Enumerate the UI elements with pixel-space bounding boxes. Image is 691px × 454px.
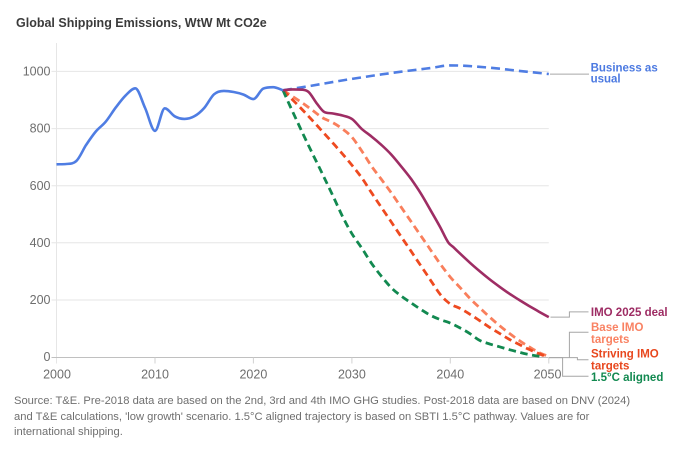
svg-text:Base IMO: Base IMO [591, 322, 643, 334]
svg-text:400: 400 [30, 236, 51, 250]
svg-text:usual: usual [591, 74, 621, 86]
svg-text:Business as: Business as [591, 63, 658, 75]
svg-text:IMO 2025 deal: IMO 2025 deal [591, 307, 668, 319]
svg-text:targets: targets [591, 361, 629, 373]
svg-text:2050: 2050 [534, 368, 562, 382]
svg-text:600: 600 [30, 179, 51, 193]
svg-text:2000: 2000 [43, 368, 71, 382]
svg-text:2040: 2040 [436, 368, 464, 382]
svg-text:200: 200 [30, 293, 51, 307]
svg-text:2010: 2010 [141, 368, 169, 382]
svg-text:2020: 2020 [239, 368, 267, 382]
svg-text:0: 0 [44, 350, 51, 364]
svg-text:Striving IMO: Striving IMO [591, 349, 659, 361]
svg-text:1000: 1000 [23, 65, 51, 79]
svg-text:2030: 2030 [338, 368, 366, 382]
svg-text:1.5°C aligned: 1.5°C aligned [591, 372, 663, 384]
svg-text:800: 800 [30, 122, 51, 136]
svg-text:targets: targets [591, 334, 629, 346]
